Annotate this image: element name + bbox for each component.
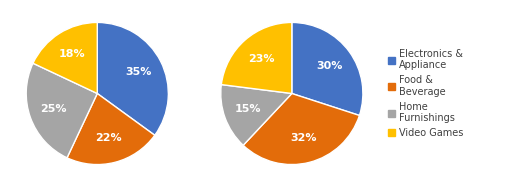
Text: 23%: 23% (248, 54, 274, 64)
Text: 25%: 25% (40, 104, 67, 114)
Wedge shape (26, 63, 97, 158)
Wedge shape (243, 94, 359, 165)
Text: 22%: 22% (96, 133, 122, 143)
Text: 32%: 32% (290, 133, 316, 143)
Wedge shape (221, 22, 292, 94)
Wedge shape (67, 94, 155, 165)
Text: 15%: 15% (235, 104, 262, 114)
Wedge shape (33, 22, 97, 94)
Text: 35%: 35% (125, 68, 152, 77)
Wedge shape (221, 85, 292, 145)
Legend: Electronics &
Appliance, Food &
Beverage, Home
Furnishings, Video Games: Electronics & Appliance, Food & Beverage… (388, 49, 463, 138)
Text: 30%: 30% (316, 61, 343, 71)
Text: 18%: 18% (59, 49, 86, 59)
Wedge shape (292, 22, 363, 115)
Wedge shape (97, 22, 168, 135)
